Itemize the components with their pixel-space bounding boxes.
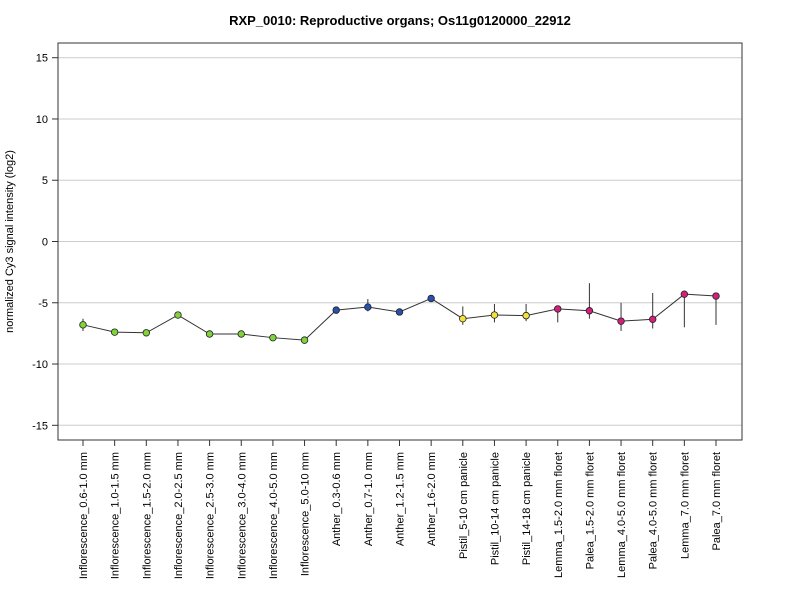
data-point [522,311,530,320]
x-tick-label: Pistil_5-10 cm panicle [458,452,470,559]
x-tick-label: Anther_0.3-0.6 mm [331,452,343,546]
x-tick-label: Palea_1.5-2.0 mm floret [584,452,596,569]
x-tick-label: Lemma_1.5-2.0 mm floret [553,452,565,578]
data-point [395,308,404,316]
x-tick-label: Inflorescence_0.6-1.0 mm [78,452,90,579]
y-tick-label: 10 [36,114,48,126]
y-tick-label: -5 [38,298,48,310]
y-tick-label: 0 [42,237,48,249]
x-tick-label: Palea_7.0 mm floret [711,452,723,550]
x-tick-label: Inflorescence_1.5-2.0 mm [141,452,153,579]
grid-lines [58,57,742,426]
y-tick-label: -10 [32,359,48,371]
chart-title: RXP_0010: Reproductive organs; Os11g0120… [229,13,571,28]
data-point [142,329,150,337]
x-tick-label: Inflorescence_4.0-5.0 mm [268,452,280,579]
x-tick-label: Lemma_4.0-5.0 mm floret [616,452,628,578]
data-point [585,307,594,315]
x-axis: Inflorescence_0.6-1.0 mm Inflorescence_1.… [78,440,723,579]
x-tick-label: Inflorescence_5.0-10 mm [300,452,312,576]
x-tick-label: Anther_1.6-2.0 mm [426,452,438,546]
y-axis: -15 -10 -5 0 5 10 15 [32,53,58,432]
data-point [79,321,87,329]
data-point [554,305,562,313]
data-point [712,292,720,300]
y-tick-label: 5 [42,175,48,187]
data-point [649,315,657,324]
data-point [300,336,309,344]
x-tick-label: Inflorescence_3.0-4.0 mm [236,452,248,579]
data-point [205,330,214,338]
x-tick-label: Palea_4.0-5.0 mm floret [648,452,660,569]
data-point [427,294,435,303]
y-axis-label: normalized Cy3 signal intensity (log2) [4,150,16,333]
data-point [269,333,277,342]
data-point [617,317,625,325]
x-tick-label: Pistil_14-18 cm panicle [521,452,533,565]
data-point [680,290,689,298]
x-tick-label: Anther_1.2-1.5 mm [395,452,407,546]
data-point [237,330,245,338]
data-point [459,314,467,323]
x-tick-label: Pistil_10-14 cm panicle [489,452,501,565]
x-tick-label: Inflorescence_1.0-1.5 mm [110,452,122,579]
data-point [110,328,119,336]
data-point [332,306,340,314]
x-tick-label: Inflorescence_2.5-3.0 mm [205,452,217,579]
y-tick-label: 15 [36,53,48,65]
x-tick-label: Lemma_7.0 mm floret [679,452,691,559]
data-point [174,311,182,319]
data-point [490,311,499,319]
data-point [364,303,372,311]
x-tick-label: Inflorescence_2.0-2.5 mm [173,452,185,579]
x-tick-label: Anther_0.7-1.0 mm [363,452,375,546]
y-tick-label: -15 [32,420,48,432]
data-points [79,290,720,344]
